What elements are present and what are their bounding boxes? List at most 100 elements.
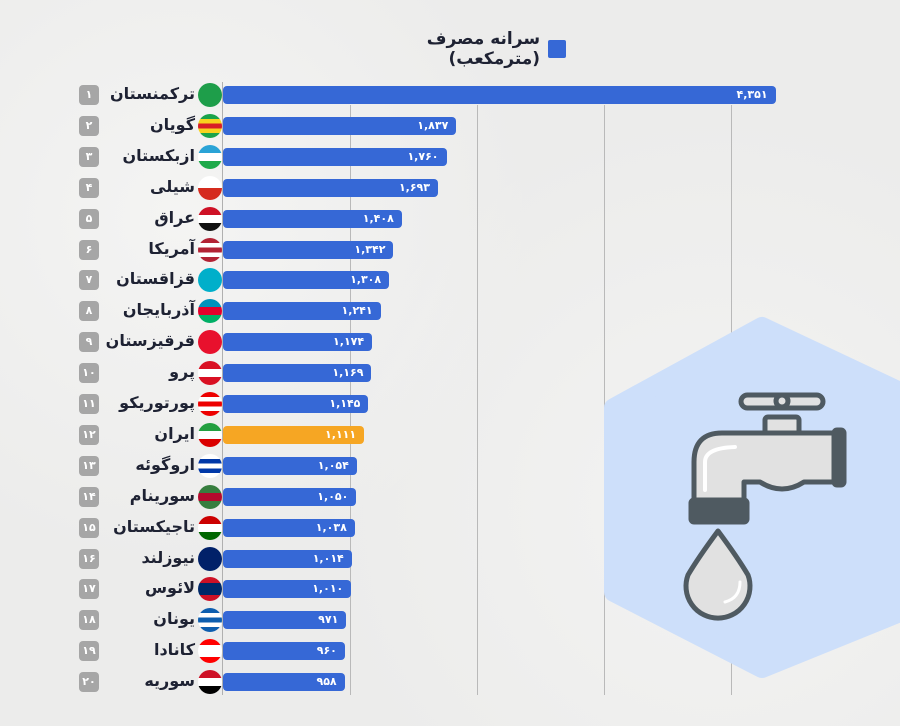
bar: ۹۶۰ xyxy=(223,642,345,661)
bar: ۱,۱۶۹ xyxy=(223,364,372,383)
data-label: ۱,۴۰۸ xyxy=(362,211,394,225)
flag-icon xyxy=(198,330,222,355)
y-axis-line xyxy=(222,82,223,695)
country-label: تاجیکستان xyxy=(113,516,195,536)
flag-icon xyxy=(198,639,222,664)
bar: ۱,۳۴۲ xyxy=(223,240,394,259)
rank-badge: ۳ xyxy=(79,146,99,167)
flag-icon xyxy=(198,422,222,447)
country-label: ازبکستان xyxy=(122,145,195,165)
country-label: کانادا xyxy=(153,640,195,660)
country-label: گویان xyxy=(149,114,195,134)
rank-badge: ۱ xyxy=(79,85,99,105)
bar: ۱,۲۴۱ xyxy=(223,302,381,321)
legend-swatch xyxy=(548,40,566,58)
gridline xyxy=(604,105,605,695)
bar: ۱,۸۳۷ xyxy=(223,116,457,135)
bar: ۱,۰۵۰ xyxy=(223,487,357,506)
country-label: آمریکا xyxy=(148,238,195,258)
data-label: ۱,۱۱۱ xyxy=(325,427,357,441)
bar: ۹۵۸ xyxy=(223,673,345,692)
bar: ۱,۰۵۴ xyxy=(223,456,357,475)
country-label: سوریه xyxy=(144,671,195,691)
flag-icon xyxy=(198,608,222,633)
flag-icon xyxy=(198,83,222,107)
data-label: ۱,۰۱۰ xyxy=(312,582,344,596)
rank-badge: ۱۰ xyxy=(79,363,99,384)
hexagon-background xyxy=(604,317,900,678)
rank-badge: ۱۹ xyxy=(79,641,99,662)
country-label: یونان xyxy=(153,609,195,629)
bar: ۴,۳۵۱ xyxy=(223,86,776,104)
data-label: ۱,۰۵۰ xyxy=(317,489,349,503)
bar: ۱,۱۷۴ xyxy=(223,333,373,352)
flag-icon xyxy=(198,237,222,262)
country-label: لائوس xyxy=(144,578,195,598)
legend: سرانه مصرف (مترمکعب) xyxy=(330,29,566,69)
country-label: ترکمنستان xyxy=(110,84,195,103)
rank-badge: ۱۵ xyxy=(79,517,99,538)
flag-icon xyxy=(198,453,222,478)
data-label: ۹۶۰ xyxy=(316,644,337,658)
bar: ۱,۷۶۰ xyxy=(223,147,447,166)
country-label: سورینام xyxy=(129,485,195,505)
flag-icon xyxy=(198,546,222,571)
bar: ۱,۱۱۱ xyxy=(223,425,365,444)
rank-badge: ۲ xyxy=(79,115,99,136)
bar: ۱,۴۰۸ xyxy=(223,209,402,228)
flag-icon xyxy=(198,175,222,200)
country-label: پرو xyxy=(169,362,195,382)
data-label: ۹۵۸ xyxy=(316,675,337,689)
rank-badge: ۸ xyxy=(79,301,99,322)
flag-icon xyxy=(198,577,222,602)
gridline xyxy=(477,105,478,695)
country-label: شیلی xyxy=(150,176,195,196)
rank-badge: ۹ xyxy=(79,332,99,353)
data-label: ۱,۰۱۴ xyxy=(312,551,344,565)
faucet-highlight xyxy=(703,445,737,492)
drop-highlight xyxy=(723,580,742,604)
data-label: ۱,۱۴۵ xyxy=(329,397,361,410)
flag-icon xyxy=(198,484,222,509)
data-label: ۱,۱۶۹ xyxy=(332,366,364,380)
country-label: عراق xyxy=(154,207,195,227)
flag-icon xyxy=(198,670,222,695)
country-label: آذربایجان xyxy=(122,300,195,320)
country-label: قزاقستان xyxy=(116,269,195,289)
rank-badge: ۱۴ xyxy=(79,486,99,507)
rank-badge: ۵ xyxy=(79,208,99,229)
data-label: ۴,۳۵۱ xyxy=(736,88,768,101)
data-label: ۱,۸۳۷ xyxy=(417,118,449,132)
bar: ۱,۳۰۸ xyxy=(223,271,390,290)
data-label: ۱,۳۰۸ xyxy=(350,273,382,287)
bar: ۱,۶۹۳ xyxy=(223,178,438,197)
rank-badge: ۱۱ xyxy=(79,394,99,414)
country-label: نیوزلند xyxy=(141,547,195,567)
flag-icon xyxy=(198,361,222,386)
flag-icon xyxy=(198,113,222,138)
country-label: اروگوئه xyxy=(135,454,195,474)
data-label: ۹۷۱ xyxy=(318,613,339,627)
rank-badge: ۴ xyxy=(79,177,99,198)
bar: ۱,۱۴۵ xyxy=(223,395,369,413)
country-label: ایران xyxy=(154,423,195,443)
flag-icon xyxy=(198,392,222,416)
rank-badge: ۶ xyxy=(79,239,99,260)
rank-badge: ۱۶ xyxy=(79,548,99,569)
country-label: قرقیزستان xyxy=(105,331,195,351)
flag-icon xyxy=(198,299,222,324)
flag-icon xyxy=(198,144,222,169)
data-label: ۱,۷۶۰ xyxy=(407,149,439,163)
data-label: ۱,۰۳۸ xyxy=(315,520,347,534)
bar: ۱,۰۱۴ xyxy=(223,549,352,568)
flag-icon xyxy=(198,268,222,293)
country-label: پورتوریکو xyxy=(119,393,195,412)
rank-badge: ۱۲ xyxy=(79,424,99,445)
bar: ۹۷۱ xyxy=(223,611,347,630)
rank-badge: ۱۸ xyxy=(79,610,99,631)
data-label: ۱,۲۴۱ xyxy=(341,304,373,318)
legend-label: سرانه مصرف (مترمکعب) xyxy=(426,29,541,69)
flag-icon xyxy=(198,515,222,540)
bar: ۱,۰۱۰ xyxy=(223,580,352,599)
